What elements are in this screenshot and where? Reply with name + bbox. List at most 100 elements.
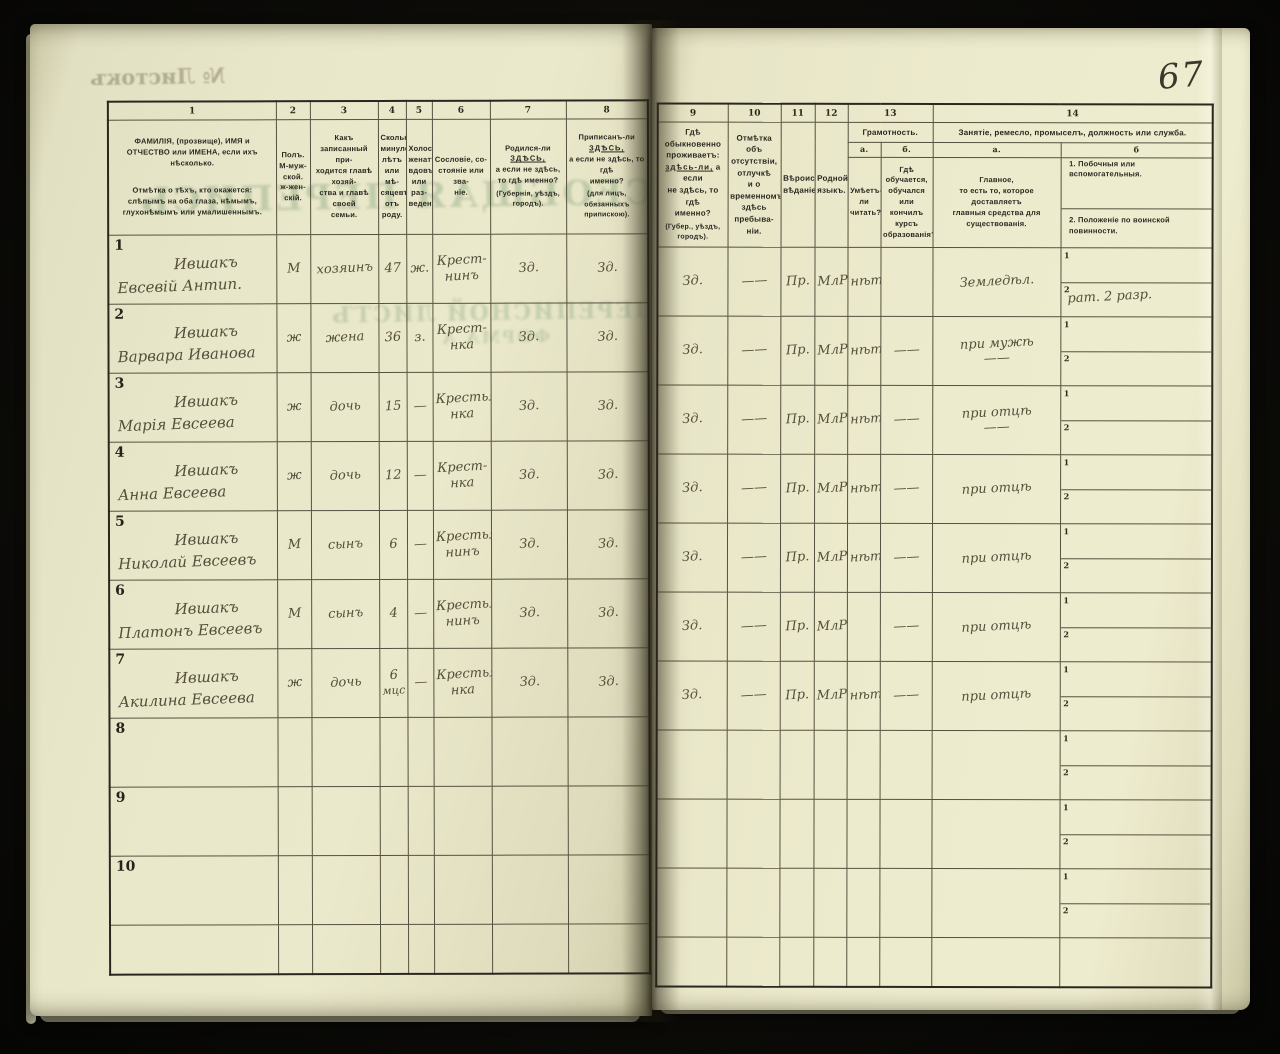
column-header-absence: Отмѣтка объ отсутствіи, отлучкѣ и о врем… [727, 122, 781, 248]
column-number: 10 [727, 103, 781, 123]
cell-birthplace [492, 923, 569, 974]
cell-can-read [846, 730, 880, 800]
side-subcell-1: 1 [1060, 732, 1211, 765]
cell-main-occupation: при отцѣ [932, 454, 1061, 524]
cell-estate: Крест-нка [432, 441, 491, 511]
subcell-number: 2 [1062, 905, 1069, 916]
table-row: 1 2 [656, 730, 1212, 801]
group-header-occupation: Занятіе, ремесло, промыселъ, должность и… [932, 122, 1213, 143]
side-subcell-1: 1 [1060, 801, 1211, 834]
cell-relation: хозяинъ [310, 234, 379, 304]
side-subcell-2: 2 [1060, 558, 1211, 592]
cell-marital: — [407, 579, 434, 649]
cell-residence [656, 730, 727, 800]
cell-name: 3 Ившакъ Марія Евсеева [108, 372, 277, 443]
hdr-text: Родился-ли [505, 143, 551, 153]
cell-marital: ж. [406, 234, 433, 304]
cell-sex [277, 717, 312, 787]
cell-faith [779, 937, 814, 987]
cell-language [813, 730, 847, 800]
side-occupation-item-2: 2. Положеніе по воинской повинности. [1061, 208, 1212, 249]
table-row: 4 Ившакъ Анна Евсеева ж дочь 12 — Крест-… [108, 440, 649, 512]
table-row [656, 937, 1212, 988]
hdr-note: (для лицъ, обязанныхъ припискою). [584, 190, 630, 219]
hdr-underlined: ЗДѢСЬ, [588, 143, 625, 153]
cell-sex: М [276, 234, 311, 304]
cell-marital: — [406, 372, 433, 442]
cell-estate [434, 924, 493, 974]
header-name-line1: ФАМИЛІЯ, (прозвище), ИМЯ и ОТЧЕСТВО или … [126, 136, 258, 168]
table-row: Зд. —— Пр. МлР нѣт Земледѣл. 1 2 рат. 2 р… [657, 247, 1213, 318]
cell-faith: Пр. [779, 523, 815, 593]
cell-side-occupation: 1 2 [1059, 799, 1212, 870]
column-header-main-occupation: Главное, то есть то, которое доставляетъ… [932, 157, 1061, 248]
table-row: 3 Ившакъ Марія Евсеева ж дочь 15 — Крест… [108, 371, 649, 443]
cell-relation: дочь [311, 648, 380, 718]
cell-sex [278, 924, 313, 975]
cell-sex: ж [276, 372, 311, 442]
cell-birthplace [491, 716, 568, 787]
group-header-row: Гдѣ обыкновенно проживаетъ: здѣсь-ли, а … [657, 122, 1213, 248]
cell-age: 36 [378, 303, 407, 373]
side-subcell-2: 2 [1059, 834, 1211, 868]
cell-side-occupation: 1 2 [1060, 316, 1213, 387]
column-header-faith: Вѣроиспо- вѣданіе. [780, 122, 815, 248]
cell-main-occupation: Земледѣл. [932, 247, 1061, 317]
cell-absence: —— [727, 316, 781, 386]
cell-birthplace: Зд. [490, 509, 568, 580]
cell-estate: Крестья-нинъ [433, 579, 492, 649]
cell-relation: дочь [310, 441, 379, 511]
cell-absence: —— [727, 247, 781, 317]
subcell-number: 2 [1062, 836, 1069, 847]
subcell-number: 1 [1063, 319, 1070, 330]
cell-sex: ж [276, 441, 311, 511]
table-row: Зд. —— Пр. МлР нѣт —— при отцѣ —— 1 2 [657, 385, 1213, 456]
cell-sex [277, 786, 312, 856]
cell-faith: Пр. [780, 454, 815, 524]
cell-residence: Зд. [656, 661, 727, 731]
cell-registration: Зд. [566, 371, 649, 441]
cell-faith: Пр. [779, 661, 814, 731]
cell-registration: Зд. [566, 509, 650, 579]
cell-birthplace: Зд. [490, 371, 567, 442]
cell-birthplace: Зд. [490, 233, 567, 304]
cell-registration [567, 785, 650, 855]
cell-education [879, 799, 932, 869]
column-header-name: ФАМИЛІЯ, (прозвище), ИМЯ и ОТЧЕСТВО или … [107, 119, 277, 236]
table-row: 10 [109, 854, 651, 926]
cell-absence: —— [726, 592, 780, 662]
table-row: 2 Ившакъ Варвара Иванова ж жена 36 з. Кр… [108, 302, 649, 374]
cell-relation [311, 717, 380, 787]
cell-language: МлР [814, 385, 848, 455]
cell-main-occupation: при отцѣ [931, 523, 1061, 593]
cell-relation [311, 855, 381, 925]
cell-age: 6 [378, 510, 408, 580]
cell-name: 10 [109, 855, 279, 926]
table-row: Зд. —— Пр. МлР нѣт —— при отцѣ 1 2 [657, 454, 1213, 525]
cell-language: МлР [814, 454, 848, 524]
cell-faith [779, 730, 814, 800]
cell-estate: Крестья-нка [433, 648, 492, 718]
cell-side-occupation: 1 2 [1059, 868, 1212, 939]
cell-name [110, 924, 279, 975]
subcell-number: 1 [1063, 802, 1069, 813]
cell-registration: Зд. [566, 440, 649, 510]
table-row: 8 [109, 716, 650, 788]
cell-marital [407, 786, 434, 856]
cell-side-occupation: 1 2 [1059, 523, 1213, 594]
cell-absence: —— [726, 523, 781, 593]
cell-name: 7 Ившакъ Акилина Евсеева [109, 648, 278, 719]
cell-age [379, 855, 409, 925]
cell-language: МлР [814, 316, 848, 386]
cell-can-read: нѣт [846, 523, 881, 593]
column-number: 9 [657, 103, 728, 123]
cell-sex: ж [277, 648, 312, 718]
table-row: Зд. —— Пр. МлР нѣт —— при мужѣ —— 1 2 [657, 316, 1213, 387]
cell-faith: Пр. [779, 592, 814, 662]
side-subcell-2 [1060, 962, 1211, 985]
cell-can-read: нѣт [847, 454, 881, 524]
cell-registration: Зд. [566, 233, 649, 303]
sub-letter-b: б. [880, 142, 933, 158]
cell-can-read [846, 868, 880, 938]
